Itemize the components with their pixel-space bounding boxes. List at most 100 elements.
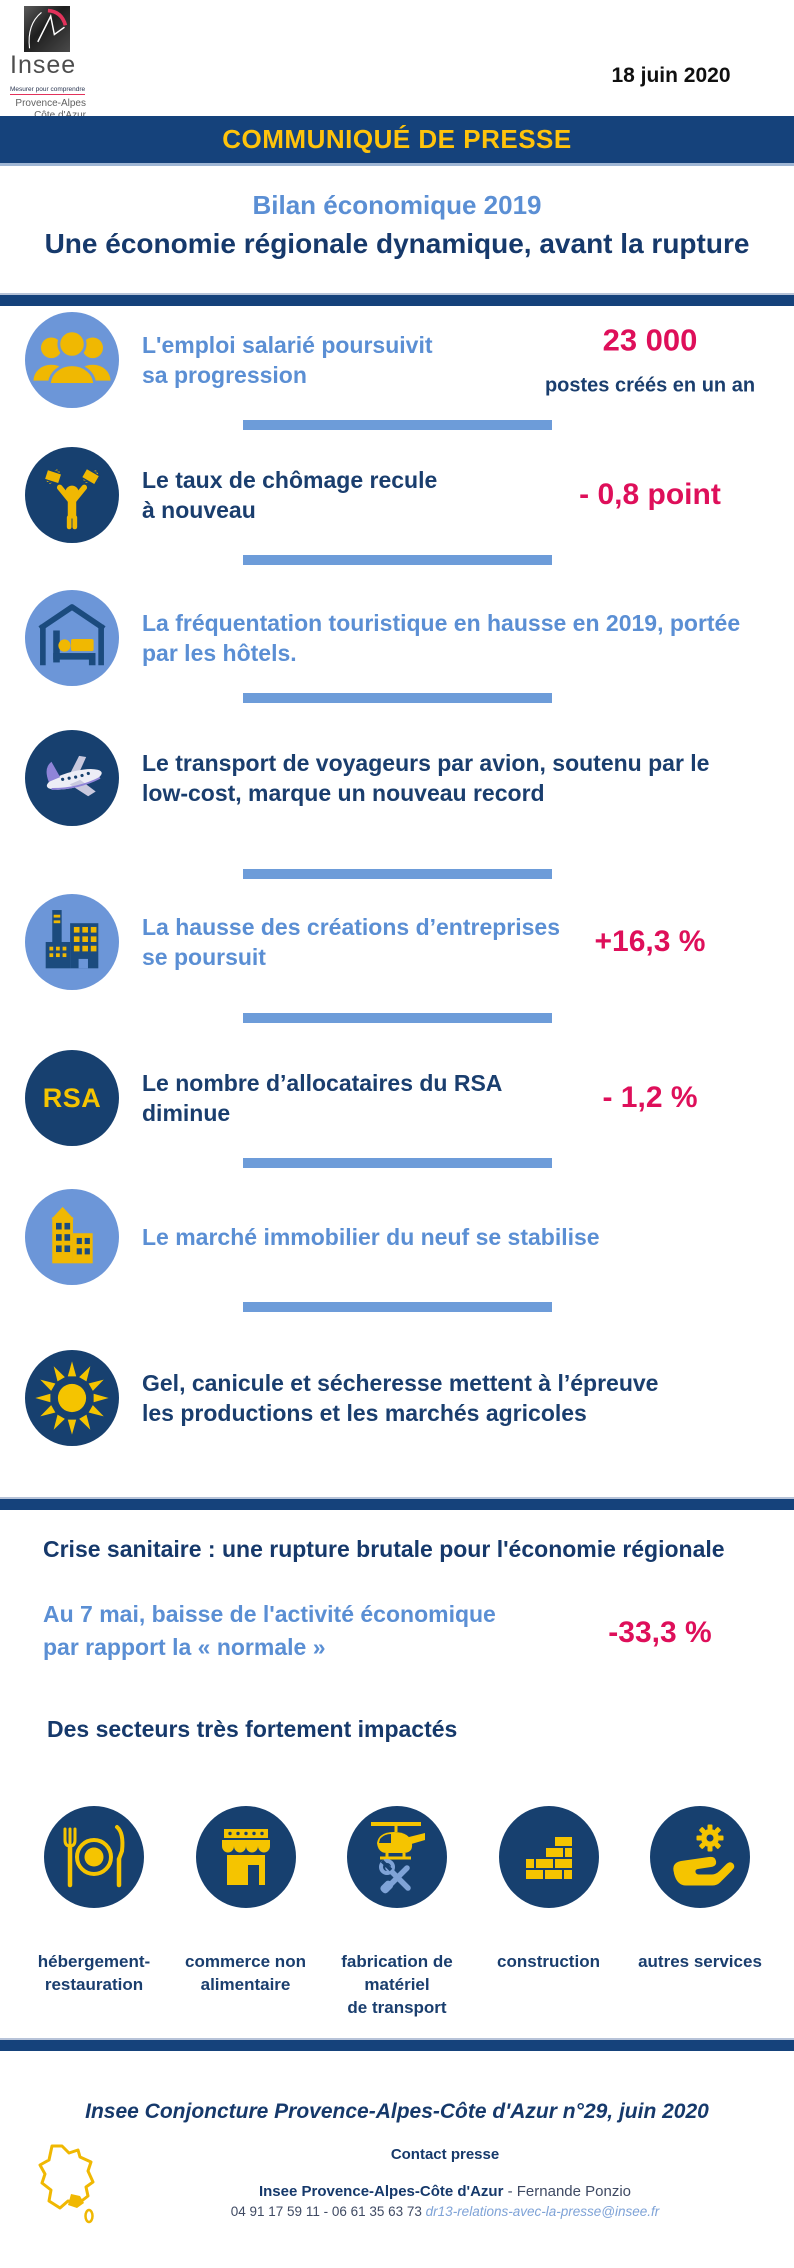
row-divider: [243, 1013, 552, 1023]
row-divider: [243, 693, 552, 703]
crisis-activity-text: Au 7 mai, baisse de l'activité économiqu…: [43, 1598, 496, 1664]
banner-label: COMMUNIQUÉ DE PRESSE: [222, 124, 572, 154]
indicator-row-housing: Le marché immobilier du neuf se stabilis…: [0, 1182, 794, 1292]
stat-value: +16,3 %: [594, 925, 706, 958]
logo-name: Insee: [10, 51, 77, 79]
transport-manufacturing-icon: [347, 1806, 447, 1908]
services-icon: [650, 1806, 750, 1908]
indicator-line1: Le taux de chômage recule: [142, 467, 438, 493]
logo-region-line1: Provence-Alpes: [15, 98, 86, 109]
indicator-text: Le marché immobilier du neuf se stabilis…: [142, 1222, 600, 1252]
indicator-text: La fréquentation touristique en hausse e…: [142, 608, 740, 668]
indicator-line1: Le transport de voyageurs par avion, sou…: [142, 750, 710, 776]
sector-item-commerce: commerce non alimentaire: [172, 1806, 320, 2019]
stat-value: 23 000: [602, 322, 698, 358]
indicator-stat: +16,3 %: [520, 925, 780, 959]
building-icon: [25, 1189, 119, 1285]
publication-reference: Insee Conjoncture Provence-Alpes-Côte d'…: [85, 2100, 709, 2123]
indicator-line1: Le nombre d’allocataires du RSA: [142, 1070, 503, 1096]
indicator-line2: se poursuit: [142, 944, 266, 970]
rsa-icon: RSA: [25, 1050, 119, 1146]
indicator-text: Le taux de chômage recule à nouveau: [142, 465, 437, 525]
indicator-line2: sa progression: [142, 362, 307, 388]
indicator-text: Le nombre d’allocataires du RSA diminue: [142, 1068, 502, 1128]
indicator-line1: L'emploi salarié poursuivit: [142, 332, 433, 358]
contact-line: Insee Provence-Alpes-Côte d'Azur - Ferna…: [120, 2183, 770, 2200]
airplane-icon: [25, 730, 119, 826]
factory-icon: [25, 894, 119, 990]
contact-title: Contact presse: [390, 2146, 500, 2163]
sector-item-transport-manufacturing: fabrication de matériel de transport: [323, 1806, 471, 2019]
contact-org: Insee Provence-Alpes-Côte d'Azur: [258, 2183, 504, 2200]
indicator-row-rsa: RSA Le nombre d’allocataires du RSA dimi…: [0, 1043, 794, 1153]
shop-icon: [195, 1806, 296, 1908]
sector-label: autres services: [638, 1952, 762, 1971]
indicator-text: Le transport de voyageurs par avion, sou…: [142, 748, 709, 808]
sector-label: construction: [497, 1952, 600, 1971]
row-divider: [243, 420, 552, 430]
unemployment-icon: [25, 447, 119, 543]
section-separator-middle: [0, 1497, 794, 1510]
indicator-stat: 23 000 postes créés en un an: [520, 323, 780, 398]
section-separator-top: [0, 293, 794, 306]
stat-value: - 1,2 %: [602, 1081, 698, 1114]
crisis-activity-line1: Au 7 mai, baisse de l'activité économiqu…: [43, 1601, 496, 1627]
indicator-stat: - 1,2 %: [520, 1081, 780, 1115]
contact-person: - Fernande Ponzio: [503, 2183, 632, 2200]
indicator-row-air-transport: Le transport de voyageurs par avion, sou…: [0, 723, 794, 833]
sector-label: hébergement- restauration: [37, 1952, 151, 1994]
indicator-line2: diminue: [142, 1100, 231, 1126]
indicator-line2: par les hôtels.: [142, 640, 297, 666]
restaurant-icon: [44, 1806, 144, 1908]
indicator-row-tourism: La fréquentation touristique en hausse e…: [0, 583, 794, 693]
row-divider: [243, 869, 552, 879]
sector-label: fabrication de matériel de transport: [341, 1952, 453, 2017]
indicator-line1: Le marché immobilier du neuf se stabilis…: [142, 1224, 600, 1250]
indicator-line1: La hausse des créations d’entreprises: [142, 914, 561, 940]
indicator-line1: La fréquentation touristique en hausse e…: [142, 610, 741, 636]
sector-item-construction: construction: [475, 1806, 623, 2019]
logo-tagline: Mesurer pour comprendre: [10, 86, 86, 95]
indicator-row-agriculture: Gel, canicule et sécheresse mettent à l’…: [0, 1343, 794, 1453]
sectors-title: Des secteurs très fortement impactés: [47, 1716, 458, 1742]
contact-email-link[interactable]: dr13-relations-avec-la-presse@insee.fr: [425, 2204, 660, 2219]
indicator-row-employment: L'emploi salarié poursuivit sa progressi…: [0, 305, 794, 415]
rsa-label: RSA: [42, 1082, 102, 1113]
sector-item-restauration: hébergement- restauration: [20, 1806, 168, 2019]
indicator-row-enterprises: La hausse des créations d’entreprises se…: [0, 887, 794, 997]
hotel-bed-icon: [25, 590, 119, 686]
insee-logo-icon: [24, 6, 70, 52]
logo-region-line2: Côte d'Azur: [10, 110, 86, 122]
indicator-stat: - 0,8 point: [520, 478, 780, 512]
report-subtitle: Bilan économique 2019: [252, 190, 542, 220]
indicator-text: Gel, canicule et sécheresse mettent à l’…: [142, 1368, 658, 1428]
page-title: Une économie régionale dynamique, avant …: [44, 228, 750, 259]
indicator-row-unemployment: Le taux de chômage recule à nouveau - 0,…: [0, 440, 794, 550]
france-map-icon: [38, 2144, 95, 2224]
indicator-line2: les productions et les marchés agricoles: [142, 1400, 587, 1426]
construction-icon: [498, 1806, 599, 1908]
indicator-text: La hausse des créations d’entreprises se…: [142, 912, 560, 972]
row-divider: [243, 1302, 552, 1312]
indicator-text: L'emploi salarié poursuivit sa progressi…: [142, 330, 433, 390]
indicator-line1: Gel, canicule et sécheresse mettent à l’…: [142, 1370, 659, 1396]
stat-value: - 0,8 point: [579, 478, 721, 511]
people-icon: [25, 312, 119, 408]
insee-logo: Insee Mesurer pour comprendre Provence-A…: [10, 6, 130, 122]
contact-phones: 04 91 17 59 11 - 06 61 35 63 73: [230, 2204, 426, 2219]
stat-caption: postes créés en un an: [544, 374, 756, 397]
sun-icon: [25, 1350, 119, 1446]
contact-details: 04 91 17 59 11 - 06 61 35 63 73 dr13-rel…: [120, 2204, 770, 2219]
row-divider: [243, 555, 552, 565]
crisis-stat: -33,3 %: [608, 1616, 712, 1649]
contact-block: Contact presse Insee Provence-Alpes-Côte…: [120, 2146, 770, 2219]
sector-label: commerce non alimentaire: [185, 1952, 306, 1994]
crisis-activity-line2: par rapport la « normale »: [43, 1634, 326, 1660]
section-separator-bottom: [0, 2038, 794, 2051]
impacted-sectors: hébergement- restauration commerce non a…: [20, 1806, 774, 2019]
press-release-banner: COMMUNIQUÉ DE PRESSE: [0, 116, 794, 166]
press-date: 18 juin 2020: [611, 64, 731, 87]
row-divider: [243, 1158, 552, 1168]
crisis-title: Crise sanitaire : une rupture brutale po…: [43, 1536, 725, 1562]
